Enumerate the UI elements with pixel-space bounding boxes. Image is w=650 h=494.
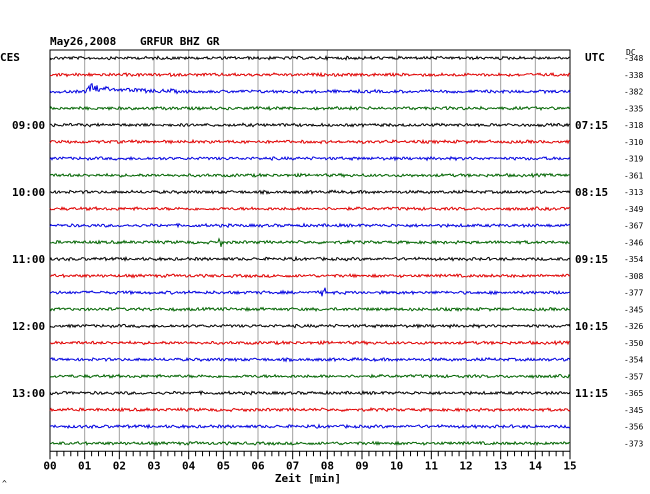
station-channel: GRFUR BHZ GR: [140, 35, 220, 48]
seismogram-traces: [49, 54, 571, 447]
x-tick-label: 12: [459, 459, 472, 472]
dc-offset-label: -356: [624, 423, 643, 432]
x-tick-label: 01: [78, 459, 92, 472]
trace-line: [49, 138, 571, 145]
trace-line: [49, 122, 571, 128]
x-tick-label: 14: [529, 459, 543, 472]
dc-offset-label: -377: [624, 289, 643, 298]
trace-line: [49, 406, 571, 413]
dc-offset-label: -354: [624, 255, 643, 264]
corner-mark: ^: [2, 479, 7, 488]
dc-offset-label: -349: [624, 205, 643, 214]
trace-line: [49, 205, 571, 212]
dc-offset-label: -308: [624, 272, 643, 281]
dc-offset-label: -350: [624, 339, 643, 348]
local-time-label: 12:00: [12, 320, 45, 333]
dc-offset-label: -367: [624, 222, 643, 231]
dc-offset-labels: -348 -338 -382 -335 -318 -310 -319 -361 -313 -349…: [624, 54, 643, 448]
x-tick-label: 06: [251, 459, 265, 472]
x-tick-label: 05: [217, 459, 230, 472]
trace-line: [49, 237, 571, 247]
x-tick-label: 15: [563, 459, 576, 472]
dc-offset-label: -365: [624, 389, 643, 398]
trace-line: [49, 222, 571, 229]
trace-line: [49, 389, 571, 396]
local-time-label: 13:00: [12, 387, 45, 400]
x-tick-label: 10: [390, 459, 403, 472]
dc-offset-label: -361: [624, 171, 643, 180]
utc-time-label: 08:15: [575, 186, 608, 199]
trace-line: [49, 172, 571, 179]
dc-offset-label: -346: [624, 238, 643, 247]
trace-line: [49, 339, 571, 346]
time-grid: [49, 49, 571, 452]
dc-offset-label: -338: [624, 71, 643, 80]
dc-offset-label: -357: [624, 372, 643, 381]
trace-line: [49, 189, 571, 196]
record-date: May26,2008: [50, 35, 116, 48]
left-timezone-label: CES: [0, 51, 20, 64]
trace-line: [49, 273, 571, 279]
dc-offset-header: DC: [626, 48, 636, 57]
x-axis: 00 01 02 03 04 05 06 07 08 09 10 11 12 13 14 15: [43, 451, 577, 472]
plot-frame: [49, 49, 571, 452]
x-tick-label: 11: [425, 459, 439, 472]
x-axis-label: Zeit [min]: [275, 472, 341, 485]
utc-time-label: 10:15: [575, 320, 608, 333]
trace-line: [49, 287, 571, 297]
dc-offset-label: -348: [624, 54, 643, 63]
utc-time-label: 11:15: [575, 387, 608, 400]
x-tick-label: 13: [494, 459, 507, 472]
trace-line: [49, 323, 571, 330]
utc-time-label: 07:15: [575, 119, 608, 132]
x-tick-label: 07: [286, 459, 299, 472]
trace-line: [49, 155, 571, 162]
x-tick-label: 02: [113, 459, 126, 472]
dc-offset-label: -354: [624, 356, 643, 365]
dc-offset-label: -319: [624, 155, 643, 164]
x-tick-label: 09: [355, 459, 368, 472]
trace-line: [49, 306, 571, 313]
dc-offset-label: -326: [624, 322, 643, 331]
trace-line: [49, 82, 571, 95]
trace-line: [49, 423, 571, 430]
trace-line: [49, 440, 571, 447]
utc-time-labels: 07:15 08:15 09:15 10:15 11:15: [575, 119, 608, 400]
x-tick-label: 08: [321, 459, 334, 472]
x-tick-label: 04: [182, 459, 196, 472]
trace-line: [49, 356, 571, 363]
dc-offset-label: -382: [624, 88, 643, 97]
trace-line: [49, 54, 571, 62]
right-timezone-label: UTC: [585, 51, 605, 64]
dc-offset-label: -373: [624, 439, 643, 448]
x-tick-label: 03: [147, 459, 160, 472]
utc-time-label: 09:15: [575, 253, 608, 266]
trace-line: [49, 105, 571, 111]
dc-offset-label: -345: [624, 406, 643, 415]
trace-line: [49, 71, 571, 78]
trace-line: [49, 373, 571, 379]
x-tick-label: 00: [43, 459, 56, 472]
dc-offset-label: -310: [624, 138, 643, 147]
dc-offset-label: -345: [624, 305, 643, 314]
dc-offset-label: -318: [624, 121, 643, 130]
dc-offset-label: -313: [624, 188, 643, 197]
local-time-label: 10:00: [12, 186, 45, 199]
dc-offset-label: -335: [624, 104, 643, 113]
local-time-label: 09:00: [12, 119, 45, 132]
local-time-label: 11:00: [12, 253, 45, 266]
local-time-labels: 09:00 10:00 11:00 12:00 13:00: [12, 119, 45, 400]
trace-line: [49, 255, 571, 262]
